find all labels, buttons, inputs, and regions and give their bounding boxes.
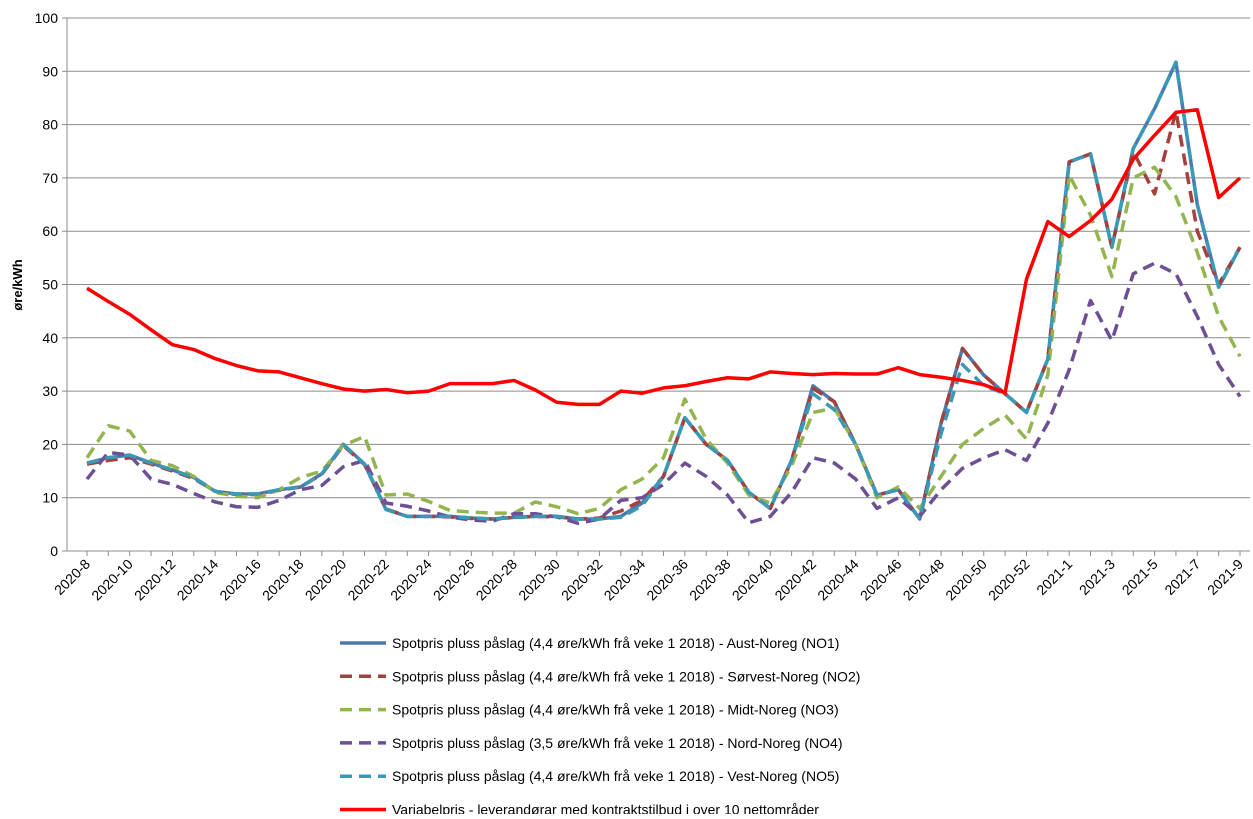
legend-item: Spotpris pluss påslag (4,4 øre/kWh frå v…	[340, 668, 860, 684]
x-tick-label: 2020-38	[686, 556, 734, 604]
x-tick-label: 2020-12	[131, 556, 179, 604]
legend-label: Spotpris pluss påslag (4,4 øre/kWh frå v…	[392, 635, 839, 651]
x-tick-label: 2020-26	[430, 556, 478, 604]
legend-item: Spotpris pluss påslag (4,4 øre/kWh frå v…	[340, 768, 839, 784]
legend-label: Spotpris pluss påslag (4,4 øre/kWh frå v…	[392, 702, 839, 718]
x-tick-label: 2020-28	[473, 556, 521, 604]
x-tick-label: 2021-5	[1119, 556, 1161, 598]
y-tick-label: 0	[50, 543, 58, 559]
y-tick-label: 20	[42, 436, 58, 452]
y-tick-label: 100	[35, 10, 59, 26]
x-tick-label: 2021-9	[1204, 556, 1246, 598]
y-tick-label: 10	[42, 490, 58, 506]
series-line	[86, 60, 1242, 521]
legend-item: Variabelpris - leverandørar med kontrakt…	[340, 802, 819, 818]
legend-label: Spotpris pluss påslag (4,4 øre/kWh frå v…	[392, 768, 839, 784]
x-tick-label: 2020-46	[857, 556, 905, 604]
x-tick-label: 2020-30	[515, 556, 563, 604]
x-tick-label: 2020-14	[174, 556, 222, 604]
x-tick-label: 2020-44	[814, 556, 862, 604]
legend-item: Spotpris pluss påslag (3,5 øre/kWh frå v…	[340, 735, 843, 751]
y-axis-label: øre/kWh	[10, 259, 25, 310]
series-line	[85, 165, 1242, 516]
legend-item: Spotpris pluss påslag (4,4 øre/kWh frå v…	[340, 635, 839, 651]
x-tick-label: 2020-20	[302, 556, 350, 604]
x-tick-label: 2020-42	[771, 556, 819, 604]
y-tick-label: 80	[42, 117, 58, 133]
x-tick-label: 2020-18	[259, 556, 307, 604]
x-tick-label: 2020-48	[900, 556, 948, 604]
legend-label: Spotpris pluss påslag (4,4 øre/kWh frå v…	[392, 668, 860, 684]
y-tick-label: 40	[42, 330, 58, 346]
x-tick-label: 2020-40	[729, 556, 777, 604]
series-line	[85, 261, 1242, 526]
y-tick-label: 90	[42, 63, 58, 79]
x-tick-label: 2021-7	[1161, 556, 1203, 598]
y-tick-label: 70	[42, 170, 58, 186]
legend-label: Spotpris pluss påslag (3,5 øre/kWh frå v…	[392, 735, 843, 751]
x-tick-label: 2020-50	[942, 556, 990, 604]
x-tick-label: 2020-52	[985, 556, 1033, 604]
y-tick-label: 60	[42, 223, 58, 239]
legend-item: Spotpris pluss påslag (4,4 øre/kWh frå v…	[340, 702, 839, 718]
series-line	[86, 60, 1242, 521]
series-line	[86, 107, 1242, 407]
legend-label: Variabelpris - leverandørar med kontrakt…	[392, 802, 819, 815]
x-tick-label: 2020-16	[216, 556, 264, 604]
x-tick-label: 2020-24	[387, 556, 435, 604]
x-tick-label: 2020-8	[51, 556, 93, 598]
y-tick-label: 50	[42, 277, 58, 293]
x-tick-label: 2020-36	[643, 556, 691, 604]
x-tick-label: 2021-3	[1076, 556, 1118, 598]
x-tick-label: 2020-32	[558, 556, 606, 604]
y-tick-label: 30	[42, 383, 58, 399]
x-tick-label: 2021-1	[1033, 556, 1075, 598]
x-tick-label: 2020-10	[88, 556, 136, 604]
x-tick-label: 2020-34	[601, 556, 649, 604]
x-tick-label: 2020-22	[344, 556, 392, 604]
